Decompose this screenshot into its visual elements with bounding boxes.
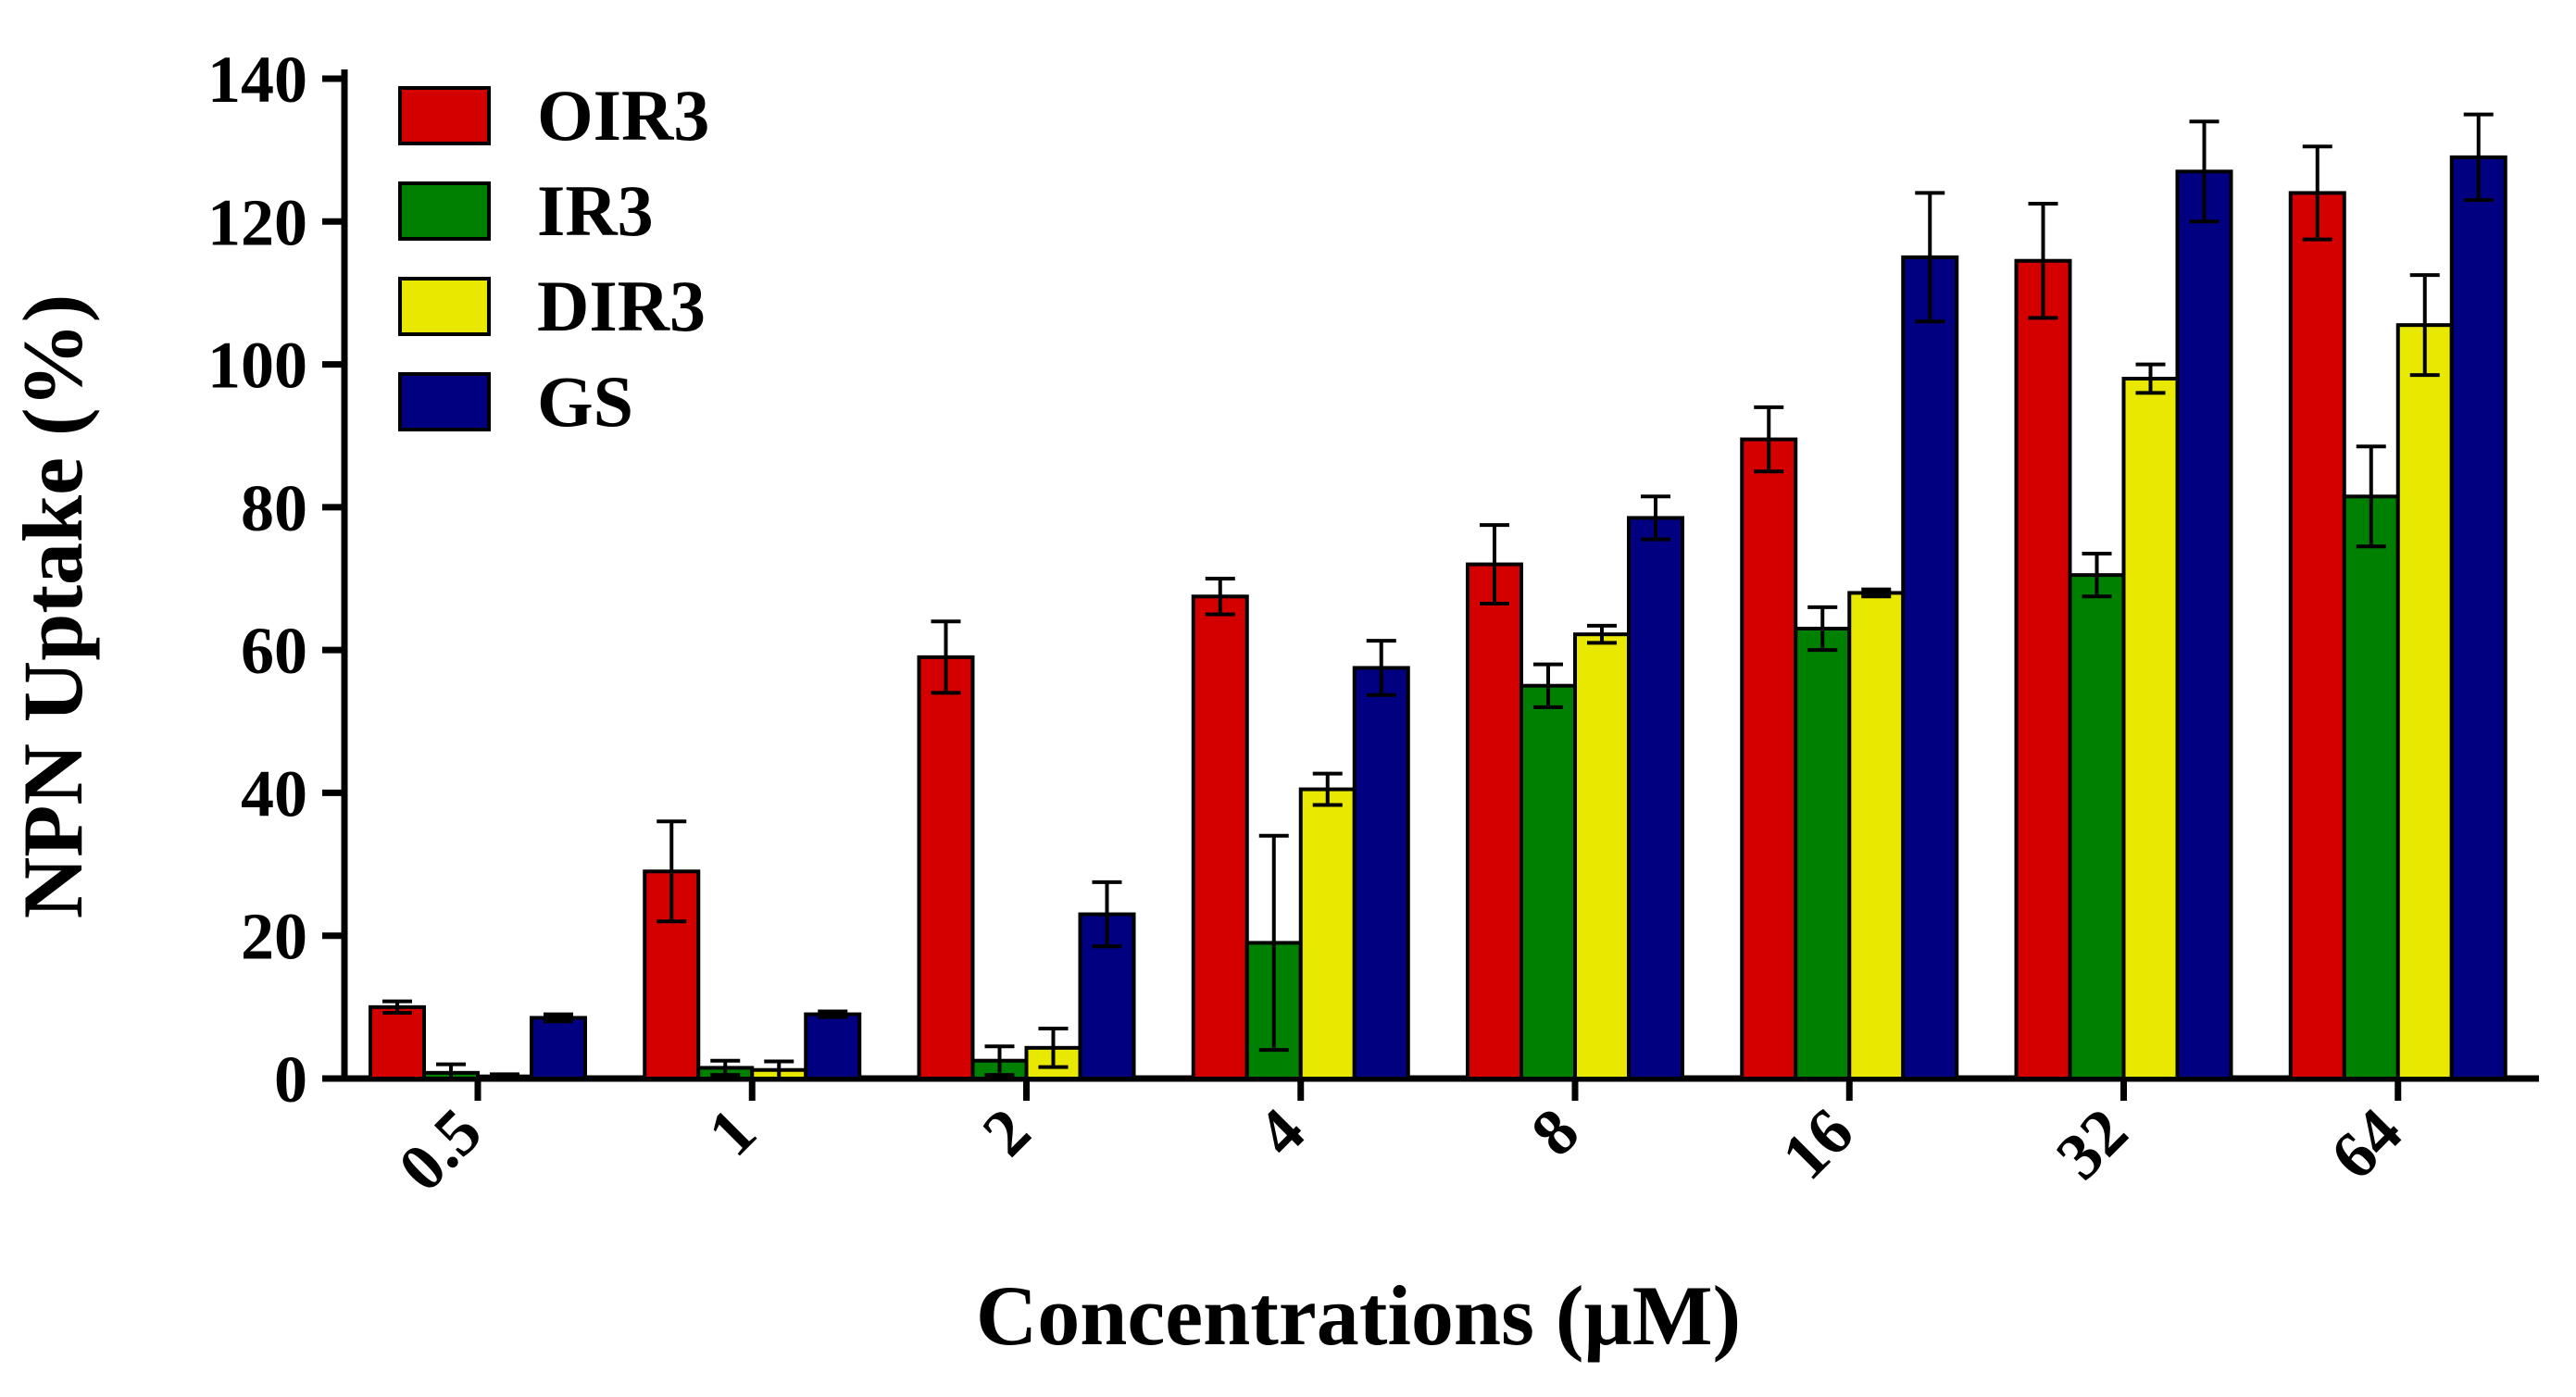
bar-dir3-64 (2395, 323, 2454, 1080)
legend-swatch-oir3 (398, 86, 491, 145)
bar-gs-64 (2449, 155, 2507, 1081)
bar-ir3-32 (2068, 573, 2126, 1080)
x-tick-label: 0.5 (384, 1094, 495, 1205)
bar-gs-0.5 (530, 1016, 587, 1081)
bar-gs-4 (1352, 666, 1410, 1081)
y-tick-label: 20 (241, 900, 307, 974)
bar-dir3-4 (1298, 787, 1357, 1080)
x-tick-label: 1 (694, 1094, 770, 1170)
x-tick-label: 32 (2042, 1094, 2141, 1193)
x-tick-label: 2 (969, 1094, 1044, 1170)
legend-label-ir3: IR3 (537, 170, 654, 251)
bar-oir3-8 (1466, 562, 1523, 1080)
y-tick-label: 120 (207, 185, 307, 259)
bar-dir3-16 (1847, 591, 1906, 1080)
bar-gs-8 (1627, 516, 1684, 1080)
legend-swatch-ir3 (398, 181, 491, 241)
bar-ir3-16 (1794, 627, 1852, 1080)
bar-oir3-2 (917, 655, 975, 1080)
bar-dir3-32 (2121, 377, 2180, 1080)
legend: OIR3 IR3 DIR3 GS (398, 75, 709, 442)
y-tick-label: 40 (241, 756, 307, 830)
legend-swatch-dir3 (398, 277, 491, 336)
bar-gs-32 (2175, 169, 2233, 1081)
legend-swatch-gs (398, 372, 491, 431)
x-tick-label: 16 (1768, 1094, 1867, 1193)
bar-oir3-4 (1191, 594, 1249, 1080)
bar-ir3-8 (1519, 683, 1577, 1080)
legend-label-dir3: DIR3 (537, 266, 706, 346)
bar-oir3-0.5 (369, 1004, 426, 1081)
bar-dir3-8 (1573, 632, 1631, 1081)
x-tick-label: 8 (1517, 1094, 1593, 1170)
legend-label-oir3: OIR3 (537, 75, 709, 156)
y-tick-label: 100 (207, 329, 307, 403)
y-tick-label: 60 (241, 614, 307, 688)
y-axis-title: NPN Uptake (%) (6, 294, 100, 919)
y-tick-label: 140 (207, 43, 307, 117)
y-tick-label: 80 (241, 471, 307, 545)
x-tick-label: 64 (2317, 1094, 2416, 1193)
bar-oir3-16 (1740, 437, 1798, 1081)
legend-label-gs: GS (537, 361, 633, 442)
bar-ir3-64 (2342, 494, 2400, 1080)
x-axis-title: Concentrations (μM) (976, 1268, 1741, 1363)
y-tick-label: 0 (274, 1042, 307, 1116)
x-tick-label: 4 (1243, 1094, 1319, 1170)
bar-oir3-64 (2288, 191, 2346, 1080)
bar-oir3-32 (2014, 258, 2072, 1080)
bar-gs-2 (1078, 912, 1136, 1080)
bar-gs-16 (1901, 255, 1959, 1081)
bar-gs-1 (804, 1012, 862, 1080)
bars-layer (369, 112, 2507, 1081)
